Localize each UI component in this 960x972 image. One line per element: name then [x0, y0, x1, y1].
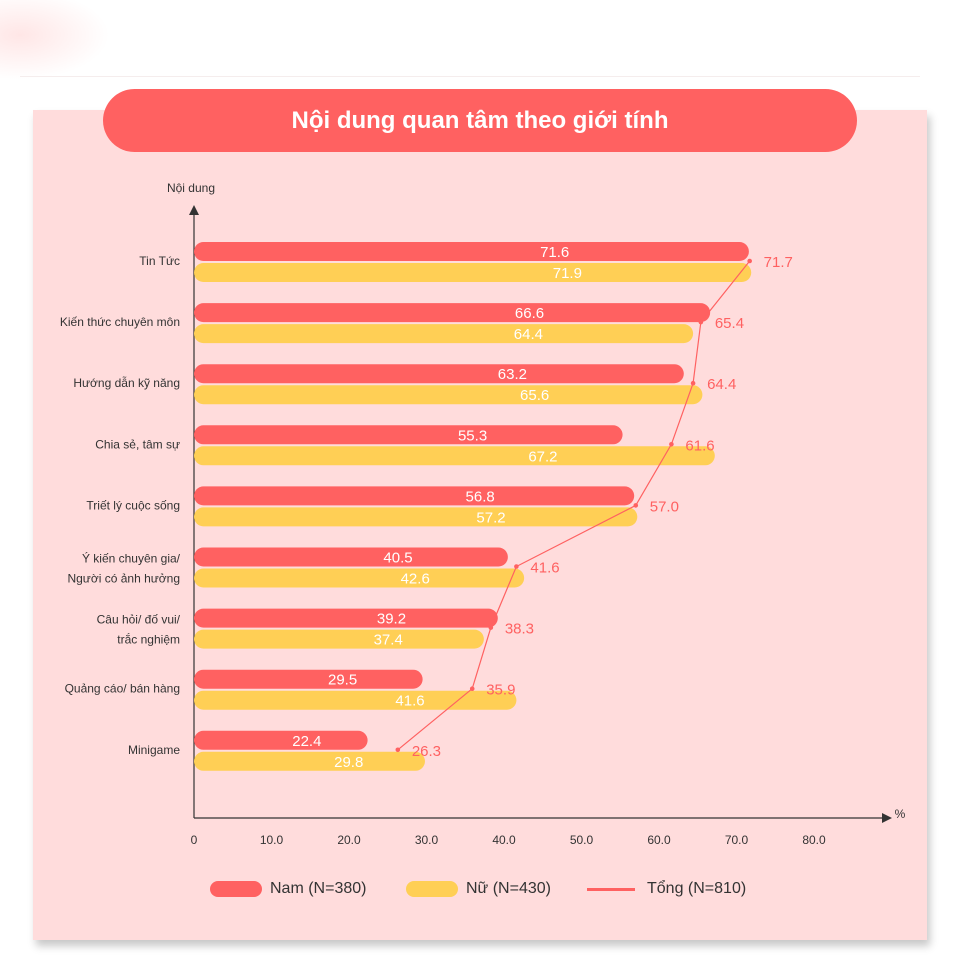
line-tong-value-label: 26.3 [412, 743, 441, 760]
bar-nam-value-label: 55.3 [458, 427, 487, 444]
bar-nam [194, 364, 684, 384]
point-tong [747, 258, 752, 264]
legend-swatch-nu [406, 881, 458, 897]
category-label: Ý kiến chuyên gia/ [82, 551, 181, 566]
category-label: Minigame [128, 743, 180, 757]
bar-nam [194, 608, 498, 628]
x-tick-label: 30.0 [415, 833, 439, 847]
x-tick-label: 20.0 [337, 833, 361, 847]
line-tong-value-label: 41.6 [530, 560, 559, 577]
category-label: Chia sẻ, tâm sự [95, 437, 180, 451]
point-tong [395, 747, 401, 753]
line-tong-value-label: 38.3 [505, 621, 534, 638]
bar-nam-value-label: 56.8 [466, 488, 495, 505]
corner-decoration [0, 0, 110, 80]
line-tong-value-label: 64.4 [707, 376, 736, 393]
bar-nu-value-label: 71.9 [553, 265, 582, 282]
bar-nu-value-label: 65.6 [520, 387, 549, 404]
point-tong [669, 442, 674, 447]
bar-nam-value-label: 71.6 [540, 244, 569, 261]
x-tick-label: 60.0 [647, 833, 671, 847]
category-label: Kiến thức chuyên môn [60, 315, 180, 329]
bar-nu-value-label: 42.6 [401, 571, 430, 588]
bar-nu [194, 507, 638, 527]
category-label: Tin Tức [139, 254, 180, 268]
line-tong-value-label: 61.6 [685, 437, 714, 454]
x-axis-arrow [882, 813, 892, 823]
bar-nam-value-label: 39.2 [377, 611, 406, 628]
line-tong-value-label: 71.7 [764, 254, 793, 271]
bar-nu-value-label: 67.2 [528, 448, 557, 465]
x-tick-label: 10.0 [260, 833, 284, 847]
bar-nam [194, 669, 423, 689]
x-tick-label: 40.0 [492, 833, 516, 847]
legend-line-tong [587, 887, 635, 891]
bar-nu [194, 263, 752, 282]
category-label-line2: Người có ảnh hưởng [67, 572, 180, 586]
bar-nam-value-label: 66.6 [515, 305, 544, 322]
bar-nu [194, 751, 425, 771]
legend-label-nu: Nữ (N=430) [466, 880, 551, 897]
legend-item-tong: Tổng (N=810) [587, 880, 746, 898]
chart-title: Nội dung quan tâm theo giới tính [103, 89, 857, 152]
bar-nu [194, 324, 694, 344]
bar-nam-value-label: 29.5 [328, 672, 357, 689]
line-tong-value-label: 65.4 [715, 315, 744, 332]
point-tong [514, 564, 519, 569]
bar-nu [194, 385, 703, 405]
legend-item-nam: Nam (N=380) [210, 880, 366, 898]
point-tong [633, 503, 639, 508]
category-label: Hướng dẫn kỹ năng [73, 375, 180, 390]
category-label-line2: trắc nghiệm [117, 632, 180, 647]
bar-nam [194, 486, 635, 506]
legend-label-tong: Tổng (N=810) [647, 880, 747, 897]
bar-nu-value-label: 64.4 [514, 326, 543, 343]
bar-nu-value-label: 29.8 [334, 754, 363, 771]
point-tong [690, 380, 696, 386]
bar-nam [194, 242, 749, 261]
point-tong [698, 319, 704, 325]
top-divider [20, 76, 920, 77]
x-axis-title: % [895, 807, 906, 821]
bar-nu-value-label: 41.6 [395, 693, 424, 710]
bar-nu [194, 568, 525, 588]
bar-nu [194, 629, 484, 649]
bar-nu-value-label: 37.4 [374, 632, 403, 649]
bar-nam [194, 303, 711, 323]
category-label: Câu hỏi/ đố vui/ [97, 613, 181, 627]
line-tong-value-label: 57.0 [650, 498, 679, 515]
bar-nam [194, 730, 368, 750]
legend-swatch-nam [210, 881, 262, 897]
x-tick-label: 70.0 [725, 833, 749, 847]
x-tick-label: 50.0 [570, 833, 594, 847]
bar-nu [194, 690, 517, 710]
chart-legend: Nam (N=380) Nữ (N=430) Tổng (N=810) [0, 880, 960, 906]
category-label: Triết lý cuộc sống [86, 498, 180, 512]
x-tick-label: 0 [191, 833, 198, 847]
point-tong [488, 625, 494, 630]
bar-nam [194, 547, 508, 567]
bar-nam [194, 425, 623, 445]
line-tong-value-label: 35.9 [486, 682, 515, 699]
category-label: Quảng cáo/ bán hàng [65, 682, 180, 696]
legend-label-nam: Nam (N=380) [270, 880, 367, 897]
bar-nu [194, 446, 715, 466]
y-axis-arrow [189, 205, 199, 215]
point-tong [469, 686, 475, 691]
x-tick-label: 80.0 [802, 833, 826, 847]
bar-nam-value-label: 22.4 [292, 733, 321, 750]
legend-item-nu: Nữ (N=430) [406, 880, 551, 898]
y-axis-title: Nội dung [167, 181, 215, 195]
bar-nam-value-label: 40.5 [383, 550, 412, 567]
bar-nu-value-label: 57.2 [476, 509, 505, 526]
bar-nam-value-label: 63.2 [498, 366, 527, 383]
